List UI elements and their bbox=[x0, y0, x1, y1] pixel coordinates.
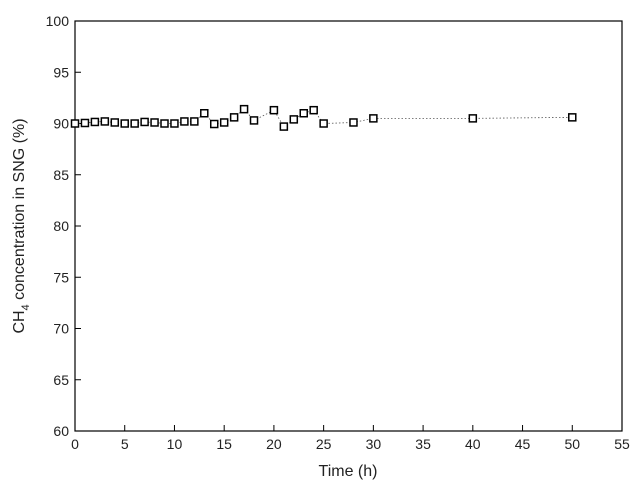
marker bbox=[180, 117, 189, 126]
marker bbox=[568, 113, 577, 122]
y-tick-label: 80 bbox=[53, 218, 69, 234]
y-label-part: concentration in SNG (%) bbox=[11, 118, 28, 304]
marker bbox=[150, 118, 159, 127]
y-tick-label: 95 bbox=[53, 64, 69, 80]
marker bbox=[349, 118, 358, 127]
marker bbox=[299, 109, 308, 118]
marker bbox=[120, 119, 129, 128]
y-tick-label: 60 bbox=[53, 423, 69, 439]
x-axis-label: Time (h) bbox=[319, 463, 378, 480]
x-tick-label: 30 bbox=[366, 436, 382, 452]
y-label-subscript: 4 bbox=[20, 304, 32, 310]
marker bbox=[110, 118, 120, 127]
y-tick-label: 70 bbox=[53, 321, 69, 337]
y-tick-label: 75 bbox=[53, 269, 69, 285]
y-tick-label: 90 bbox=[53, 116, 69, 132]
marker bbox=[70, 119, 80, 128]
x-tick-label: 50 bbox=[564, 436, 580, 452]
marker bbox=[279, 122, 289, 131]
plot-frame bbox=[74, 20, 623, 432]
marker bbox=[80, 118, 90, 128]
marker bbox=[190, 117, 199, 126]
y-tick-label: 65 bbox=[53, 372, 69, 388]
y-tick-label: 85 bbox=[53, 167, 69, 183]
marker bbox=[239, 104, 249, 114]
x-tick-label: 5 bbox=[121, 436, 129, 452]
x-tick-label: 10 bbox=[167, 436, 183, 452]
marker bbox=[160, 119, 169, 128]
marker bbox=[229, 113, 239, 122]
x-tick-label: 35 bbox=[415, 436, 431, 452]
x-tick-label: 0 bbox=[71, 436, 79, 452]
x-tick-label: 45 bbox=[515, 436, 531, 452]
marker bbox=[369, 114, 378, 123]
marker bbox=[249, 116, 259, 125]
marker bbox=[209, 119, 219, 129]
marker bbox=[130, 119, 139, 128]
marker bbox=[289, 115, 299, 124]
marker bbox=[100, 117, 110, 126]
x-tick-label: 15 bbox=[216, 436, 232, 452]
marker bbox=[468, 114, 478, 123]
marker bbox=[170, 119, 179, 128]
x-tick-label: 25 bbox=[316, 436, 332, 452]
x-tick-label: 55 bbox=[614, 436, 630, 452]
y-axis-label: CH4 concentration in SNG (%) bbox=[11, 118, 32, 333]
marker bbox=[309, 105, 318, 115]
y-tick-label: 100 bbox=[46, 13, 70, 29]
marker bbox=[200, 109, 209, 118]
x-tick-label: 20 bbox=[266, 436, 282, 452]
marker bbox=[319, 119, 328, 128]
x-tick-label: 40 bbox=[465, 436, 481, 452]
marker bbox=[140, 117, 149, 127]
marker bbox=[269, 105, 279, 115]
y-label-part: CH bbox=[11, 310, 28, 333]
marker bbox=[219, 118, 229, 127]
marker bbox=[90, 117, 100, 127]
